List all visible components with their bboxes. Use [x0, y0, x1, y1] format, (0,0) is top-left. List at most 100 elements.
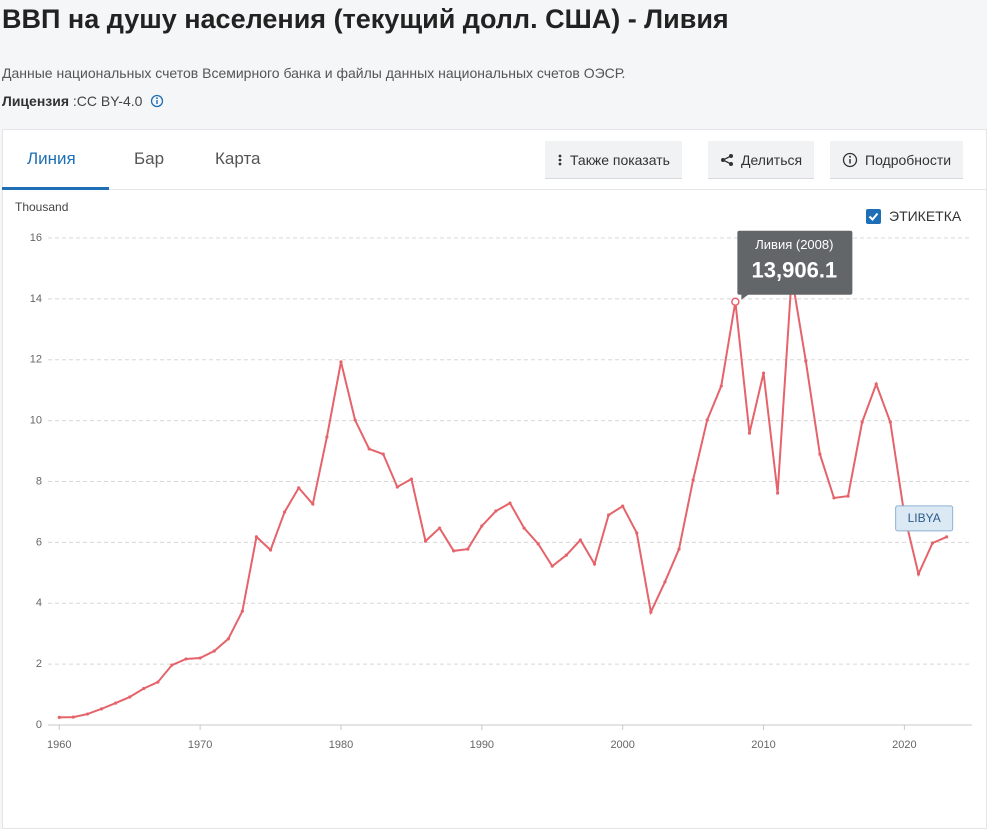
tab[interactable]: Бар — [134, 149, 165, 168]
data-point — [677, 547, 681, 551]
x-tick-label: 1970 — [188, 739, 212, 751]
share-icon — [721, 153, 733, 166]
tooltip-value: 13,906.1 — [752, 258, 838, 283]
x-tick-label: 2000 — [610, 739, 634, 751]
tooltip-box — [737, 230, 853, 295]
info-icon — [842, 152, 858, 167]
info-icon[interactable] — [150, 94, 164, 108]
data-point — [170, 663, 174, 667]
x-tick-label: 1990 — [470, 739, 494, 751]
x-tick-label: 1980 — [329, 739, 353, 751]
data-point — [508, 501, 512, 505]
data-point — [846, 494, 850, 498]
data-point — [606, 513, 611, 517]
label-toggle[interactable]: ЭТИКЕТКА — [866, 208, 961, 224]
data-point — [254, 535, 259, 539]
data-point — [57, 715, 61, 719]
data-point — [776, 491, 780, 495]
y-tick-label: 6 — [36, 536, 42, 548]
data-point — [888, 420, 892, 424]
series-label: LIBYA — [908, 511, 941, 525]
series-end-label: LIBYA — [895, 505, 954, 532]
y-tick-label: 0 — [36, 719, 42, 731]
checkbox[interactable] — [866, 208, 881, 224]
data-point — [212, 649, 216, 653]
data-point — [592, 562, 597, 566]
y-axis-label: Thousand — [15, 200, 68, 214]
data-point — [621, 504, 625, 508]
data-point — [71, 715, 75, 719]
data-point — [466, 547, 470, 551]
y-tick-label: 12 — [30, 354, 42, 366]
data-point — [874, 382, 878, 386]
source-note: Данные национальных счетов Всемирного ба… — [2, 65, 626, 81]
tab[interactable]: Линия — [27, 149, 76, 168]
data-point — [423, 539, 428, 543]
data-point — [128, 695, 132, 699]
license-label: Лицензия — [2, 93, 70, 109]
data-point — [494, 509, 498, 513]
data-point — [156, 680, 160, 684]
data-point — [804, 359, 808, 363]
data-point — [719, 384, 723, 388]
data-point — [353, 418, 357, 422]
data-point — [325, 435, 329, 439]
data-point — [184, 657, 188, 661]
button-label: Делиться — [741, 151, 803, 168]
data-line — [59, 275, 948, 719]
data-point — [142, 686, 146, 691]
data-point — [85, 712, 90, 716]
tab-divider — [2, 189, 987, 190]
data-point — [818, 452, 822, 456]
data-point — [226, 637, 230, 641]
data-point — [367, 447, 371, 451]
data-point — [395, 485, 399, 489]
x-tick-label: 2020 — [892, 739, 916, 751]
data-point — [747, 431, 752, 435]
tab-indicator — [2, 187, 109, 190]
data-point — [761, 371, 766, 375]
data-point — [311, 502, 315, 506]
data-point — [480, 524, 484, 528]
button-label: Подробности — [865, 151, 952, 168]
data-point — [99, 707, 104, 711]
data-point — [268, 548, 273, 552]
data-point — [522, 526, 526, 530]
data-point — [381, 452, 385, 456]
highlight-point — [731, 297, 740, 306]
y-tick-label: 10 — [30, 415, 42, 427]
x-tick-label: 2010 — [751, 739, 775, 751]
y-tick-label: 8 — [36, 475, 42, 487]
details-button[interactable]: Подробности — [830, 141, 964, 179]
share-button[interactable]: Делиться — [708, 141, 815, 179]
data-point — [452, 549, 456, 553]
data-point — [114, 701, 118, 705]
x-tick-label: 1960 — [47, 739, 71, 751]
data-point — [198, 656, 202, 660]
data-point — [945, 535, 949, 539]
data-point — [649, 610, 653, 614]
data-point — [860, 420, 864, 424]
button-label: Также показать — [570, 151, 670, 168]
tooltip-title: Ливия (2008) — [755, 237, 833, 252]
data-point — [437, 526, 442, 530]
license-value: :CC BY-4.0 — [72, 93, 143, 109]
data-point — [916, 572, 921, 576]
y-tick-label: 14 — [30, 293, 42, 305]
data-point — [240, 609, 244, 613]
data-point — [409, 477, 414, 481]
data-point — [339, 360, 343, 364]
tab[interactable]: Карта — [215, 149, 261, 168]
also-show-button[interactable]: Также показать — [545, 141, 682, 179]
label-box — [895, 505, 954, 532]
data-point — [536, 542, 540, 546]
chart: Thousand 0 2 4 6 8 10 12 14 16 1960 1970 1980 1990 20… — [15, 200, 972, 751]
data-point — [705, 418, 709, 422]
data-point — [297, 486, 301, 490]
dots-icon — [558, 154, 562, 165]
data-point — [283, 510, 287, 514]
y-tick-label: 4 — [36, 597, 42, 609]
data-point — [564, 553, 568, 557]
y-tick-label: 2 — [36, 658, 42, 670]
license: Лицензия :CC BY-4.0 — [2, 93, 164, 109]
